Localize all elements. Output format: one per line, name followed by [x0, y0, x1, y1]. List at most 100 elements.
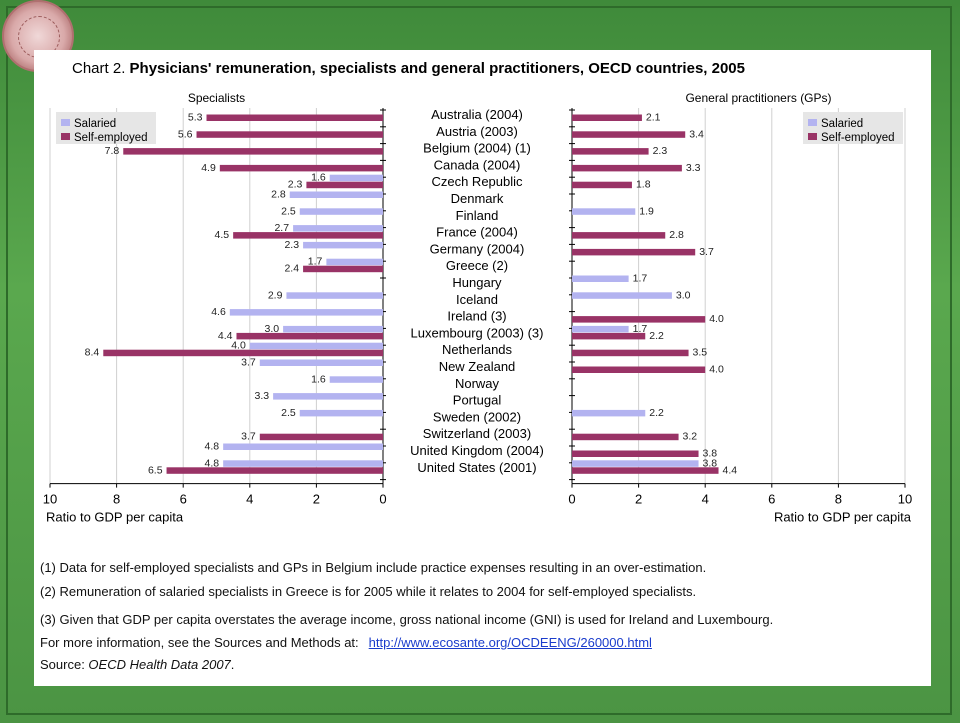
- bar-self-employed: [219, 164, 383, 172]
- bar-salaried: [572, 292, 672, 299]
- bar-self-employed: [572, 433, 679, 441]
- data-label: 1.9: [639, 205, 654, 217]
- category-label: Finland: [456, 208, 499, 223]
- x-tick-label: 4: [702, 492, 709, 507]
- x-tick-label: 0: [379, 492, 386, 507]
- category-label: France (2004): [436, 225, 518, 240]
- bar-salaried: [223, 460, 383, 467]
- category-label: United States (2001): [417, 460, 536, 475]
- data-label: 5.6: [178, 128, 193, 140]
- bar-salaried: [229, 309, 383, 316]
- bar-self-employed: [572, 316, 706, 323]
- category-label: Netherlands: [442, 342, 513, 357]
- bar-self-employed: [123, 148, 383, 155]
- data-label: 3.2: [683, 431, 698, 443]
- data-label: 2.4: [284, 263, 299, 275]
- bar-salaried: [572, 325, 629, 333]
- x-tick-label: 2: [635, 492, 642, 507]
- chart-title-main: Physicians' remuneration, specialists an…: [129, 60, 745, 77]
- data-label: 3.3: [686, 162, 701, 174]
- data-label: 5.3: [188, 112, 203, 124]
- category-label: Hungary: [452, 275, 502, 290]
- note-1: (1) Data for self-employed specialists a…: [40, 560, 707, 575]
- bar-salaried: [299, 208, 383, 215]
- legend-box: [56, 112, 156, 144]
- category-label: Belgium (2004) (1): [423, 141, 531, 156]
- category-label: Germany (2004): [430, 241, 525, 256]
- bar-self-employed: [103, 349, 383, 357]
- bar-salaried: [572, 208, 636, 215]
- bar-salaried: [286, 292, 383, 299]
- bar-salaried: [329, 376, 383, 383]
- data-label: 2.5: [281, 205, 296, 217]
- bar-self-employed: [572, 232, 666, 239]
- data-label: 2.8: [271, 189, 286, 201]
- data-label: 7.8: [105, 145, 120, 157]
- legend-entry: Self-employed: [821, 132, 895, 144]
- data-label: 2.3: [284, 239, 299, 251]
- category-label: Denmark: [451, 191, 504, 206]
- category-label: Canada (2004): [434, 157, 521, 172]
- sources-methods-link[interactable]: http://www.ecosante.org/OCDEENG/260000.h…: [368, 635, 652, 650]
- data-label: 3.0: [264, 323, 279, 335]
- bar-salaried: [283, 325, 383, 333]
- data-label: 4.8: [205, 457, 220, 469]
- slide-frame: [6, 6, 952, 715]
- data-label: 4.5: [215, 229, 230, 241]
- bar-salaried: [273, 393, 383, 400]
- category-label: Ireland (3): [447, 309, 506, 324]
- note-3: (3) Given that GDP per capita overstates…: [40, 612, 774, 627]
- data-label: 3.7: [699, 246, 714, 258]
- legend-swatch: [61, 119, 70, 126]
- x-tick-label: 10: [898, 492, 912, 507]
- legend-swatch: [808, 119, 817, 126]
- data-label: 3.7: [241, 431, 256, 443]
- x-tick-label: 0: [568, 492, 575, 507]
- bar-self-employed: [572, 467, 719, 474]
- more-info-text: For more information, see the Sources an…: [40, 635, 359, 650]
- data-label: 1.7: [308, 256, 323, 268]
- bar-self-employed: [236, 332, 383, 340]
- chart-panel: Chart 2. Physicians' remuneration, speci…: [34, 50, 931, 686]
- data-label: 3.3: [255, 390, 270, 402]
- data-label: 3.8: [703, 448, 718, 460]
- x-tick-label: 10: [43, 492, 57, 507]
- bar-salaried: [223, 443, 383, 450]
- physicians-remuneration-chart: 10 8 6 4 2 0 Ratio to GDP per capita Specialist…: [43, 91, 912, 525]
- data-label: 2.3: [653, 145, 668, 157]
- panel-title: General practitioners (GPs): [685, 91, 831, 105]
- data-label: 4.4: [723, 464, 738, 476]
- data-label: 2.5: [281, 407, 296, 419]
- source-suffix: .: [230, 657, 235, 672]
- x-tick-label: 6: [768, 492, 775, 507]
- data-label: 2.1: [646, 112, 661, 124]
- legend-entry: Self-employed: [74, 132, 148, 144]
- category-label: Sweden (2002): [433, 409, 521, 424]
- bar-self-employed: [572, 349, 689, 357]
- legend-swatch: [808, 133, 817, 140]
- category-label: United Kingdom (2004): [410, 443, 544, 458]
- data-label: 4.4: [218, 330, 233, 342]
- data-label: 2.8: [669, 229, 684, 241]
- bar-self-employed: [303, 265, 383, 273]
- category-label: Austria (2003): [436, 124, 518, 139]
- bar-salaried: [259, 359, 383, 366]
- data-label: 1.6: [311, 172, 326, 184]
- data-label: 4.0: [231, 340, 246, 352]
- data-label: 4.0: [709, 364, 724, 376]
- bar-self-employed: [233, 232, 383, 239]
- category-label: Switzerland (2003): [423, 426, 531, 441]
- data-label: 3.8: [703, 457, 718, 469]
- note-2: (2) Remuneration of salaried specialists…: [40, 584, 697, 599]
- data-label: 1.7: [633, 273, 648, 285]
- panel-title: Specialists: [188, 91, 245, 105]
- more-info-line: For more information, see the Sources an…: [40, 635, 652, 650]
- bar-self-employed: [166, 467, 383, 474]
- bar-self-employed: [572, 366, 706, 373]
- data-label: 4.0: [709, 313, 724, 325]
- category-label: Portugal: [453, 393, 502, 408]
- x-tick-label: 6: [180, 492, 187, 507]
- legend-entry: Salaried: [74, 118, 116, 130]
- legend-swatch: [61, 133, 70, 140]
- bar-salaried: [326, 258, 383, 266]
